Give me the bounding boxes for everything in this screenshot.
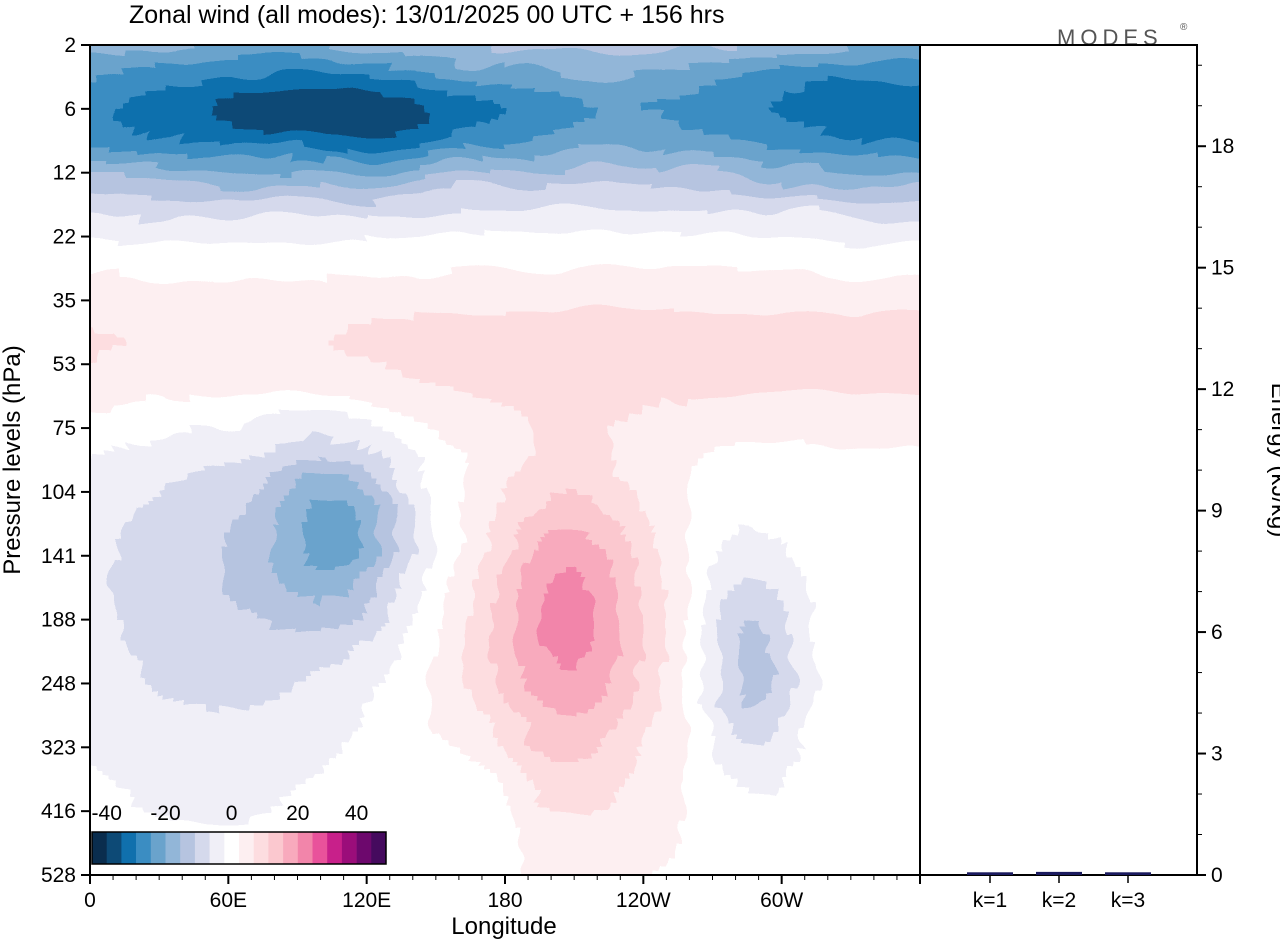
y-tick-label: 104 xyxy=(41,481,76,504)
y-tick-label: 528 xyxy=(41,864,76,887)
y-axis-label: Pressure levels (hPa) xyxy=(0,345,26,574)
x-tick-label: 60W xyxy=(760,889,803,912)
colorbar-swatch xyxy=(283,832,299,864)
x-tick-label: 180 xyxy=(487,889,522,912)
energy-tick-label: 0 xyxy=(1211,864,1223,887)
energy-frame xyxy=(919,44,1198,876)
energy-category-label: k=3 xyxy=(1111,889,1145,912)
y-tick-label: 6 xyxy=(64,98,76,121)
pressure-axis: 2 6 12 22 35 53 75 104 141 188 248 323 416 528 xyxy=(41,34,90,887)
energy-tick-label: 6 xyxy=(1211,621,1223,644)
colorbar-swatch xyxy=(209,832,225,864)
energy-category-label: k=1 xyxy=(973,889,1007,912)
energy-tick-label: 12 xyxy=(1211,378,1234,401)
y-tick-label: 248 xyxy=(41,672,76,695)
colorbar-label: 40 xyxy=(345,802,368,825)
colorbar-swatch xyxy=(165,832,181,864)
colorbar-label: 20 xyxy=(286,802,309,825)
colorbar-swatch xyxy=(312,832,328,864)
colorbar-swatch xyxy=(136,832,152,864)
energy-bar xyxy=(1036,871,1082,875)
colorbar-swatch xyxy=(327,832,343,864)
colorbar-swatch xyxy=(341,832,357,864)
colorbar-swatch xyxy=(356,832,372,864)
colorbar-swatch xyxy=(92,832,107,864)
colorbar-swatch xyxy=(106,832,122,864)
x-tick-label: 120E xyxy=(342,889,391,912)
energy-tick-label: 3 xyxy=(1211,743,1223,766)
energy-bar xyxy=(1105,872,1151,875)
colorbar-swatch xyxy=(224,832,240,864)
y-tick-label: 188 xyxy=(41,609,76,632)
colorbar-swatch xyxy=(194,832,210,864)
x-tick-label: 60E xyxy=(210,889,247,912)
colorbar-swatch xyxy=(150,832,166,864)
y-tick-label: 12 xyxy=(53,162,76,185)
y-tick-label: 323 xyxy=(41,736,76,759)
x-axis-label: Longitude xyxy=(451,913,556,940)
colorbar-swatch xyxy=(297,832,313,864)
energy-tick-label: 18 xyxy=(1211,135,1234,158)
y-tick-label: 75 xyxy=(53,417,76,440)
y-tick-label: 35 xyxy=(53,289,76,312)
y-tick-label: 141 xyxy=(41,545,76,568)
x-tick-label: 0 xyxy=(84,889,96,912)
colorbar-swatch xyxy=(371,832,387,864)
energy-category-label: k=2 xyxy=(1042,889,1076,912)
x-tick-label: 120W xyxy=(616,889,671,912)
y-tick-label: 22 xyxy=(53,226,76,249)
longitude-axis: 0 60E 120E 180 120W 60W xyxy=(84,875,921,912)
colorbar-label: 0 xyxy=(226,802,238,825)
colorbar-label: -40 xyxy=(92,802,122,825)
colorbar: -40 -20 0 20 40 xyxy=(91,802,387,865)
energy-bar-chart: k=1 k=2 k=3 0 3 6 9 12 15 18 Energy (kJ/kg) xyxy=(919,44,1280,912)
energy-tick-label: 15 xyxy=(1211,257,1234,280)
colorbar-swatch xyxy=(239,832,254,864)
svg-text:®: ® xyxy=(1180,22,1188,33)
zonal-wind-heatmap xyxy=(90,45,920,875)
colorbar-label: -20 xyxy=(150,802,180,825)
colorbar-swatch xyxy=(121,832,137,864)
colorbar-swatch xyxy=(268,832,284,864)
energy-axis-label: Energy (kJ/kg) xyxy=(1266,383,1280,538)
y-tick-label: 2 xyxy=(64,34,76,57)
colorbar-swatch xyxy=(253,832,269,864)
y-tick-label: 416 xyxy=(41,800,76,823)
energy-bar xyxy=(967,872,1013,875)
energy-axis: 0 3 6 9 12 15 18 xyxy=(1197,64,1234,887)
colorbar-swatch xyxy=(180,832,196,864)
chart-title: Zonal wind (all modes): 13/01/2025 00 UT… xyxy=(129,1,724,29)
energy-tick-label: 9 xyxy=(1211,500,1223,523)
y-tick-label: 53 xyxy=(53,353,76,376)
